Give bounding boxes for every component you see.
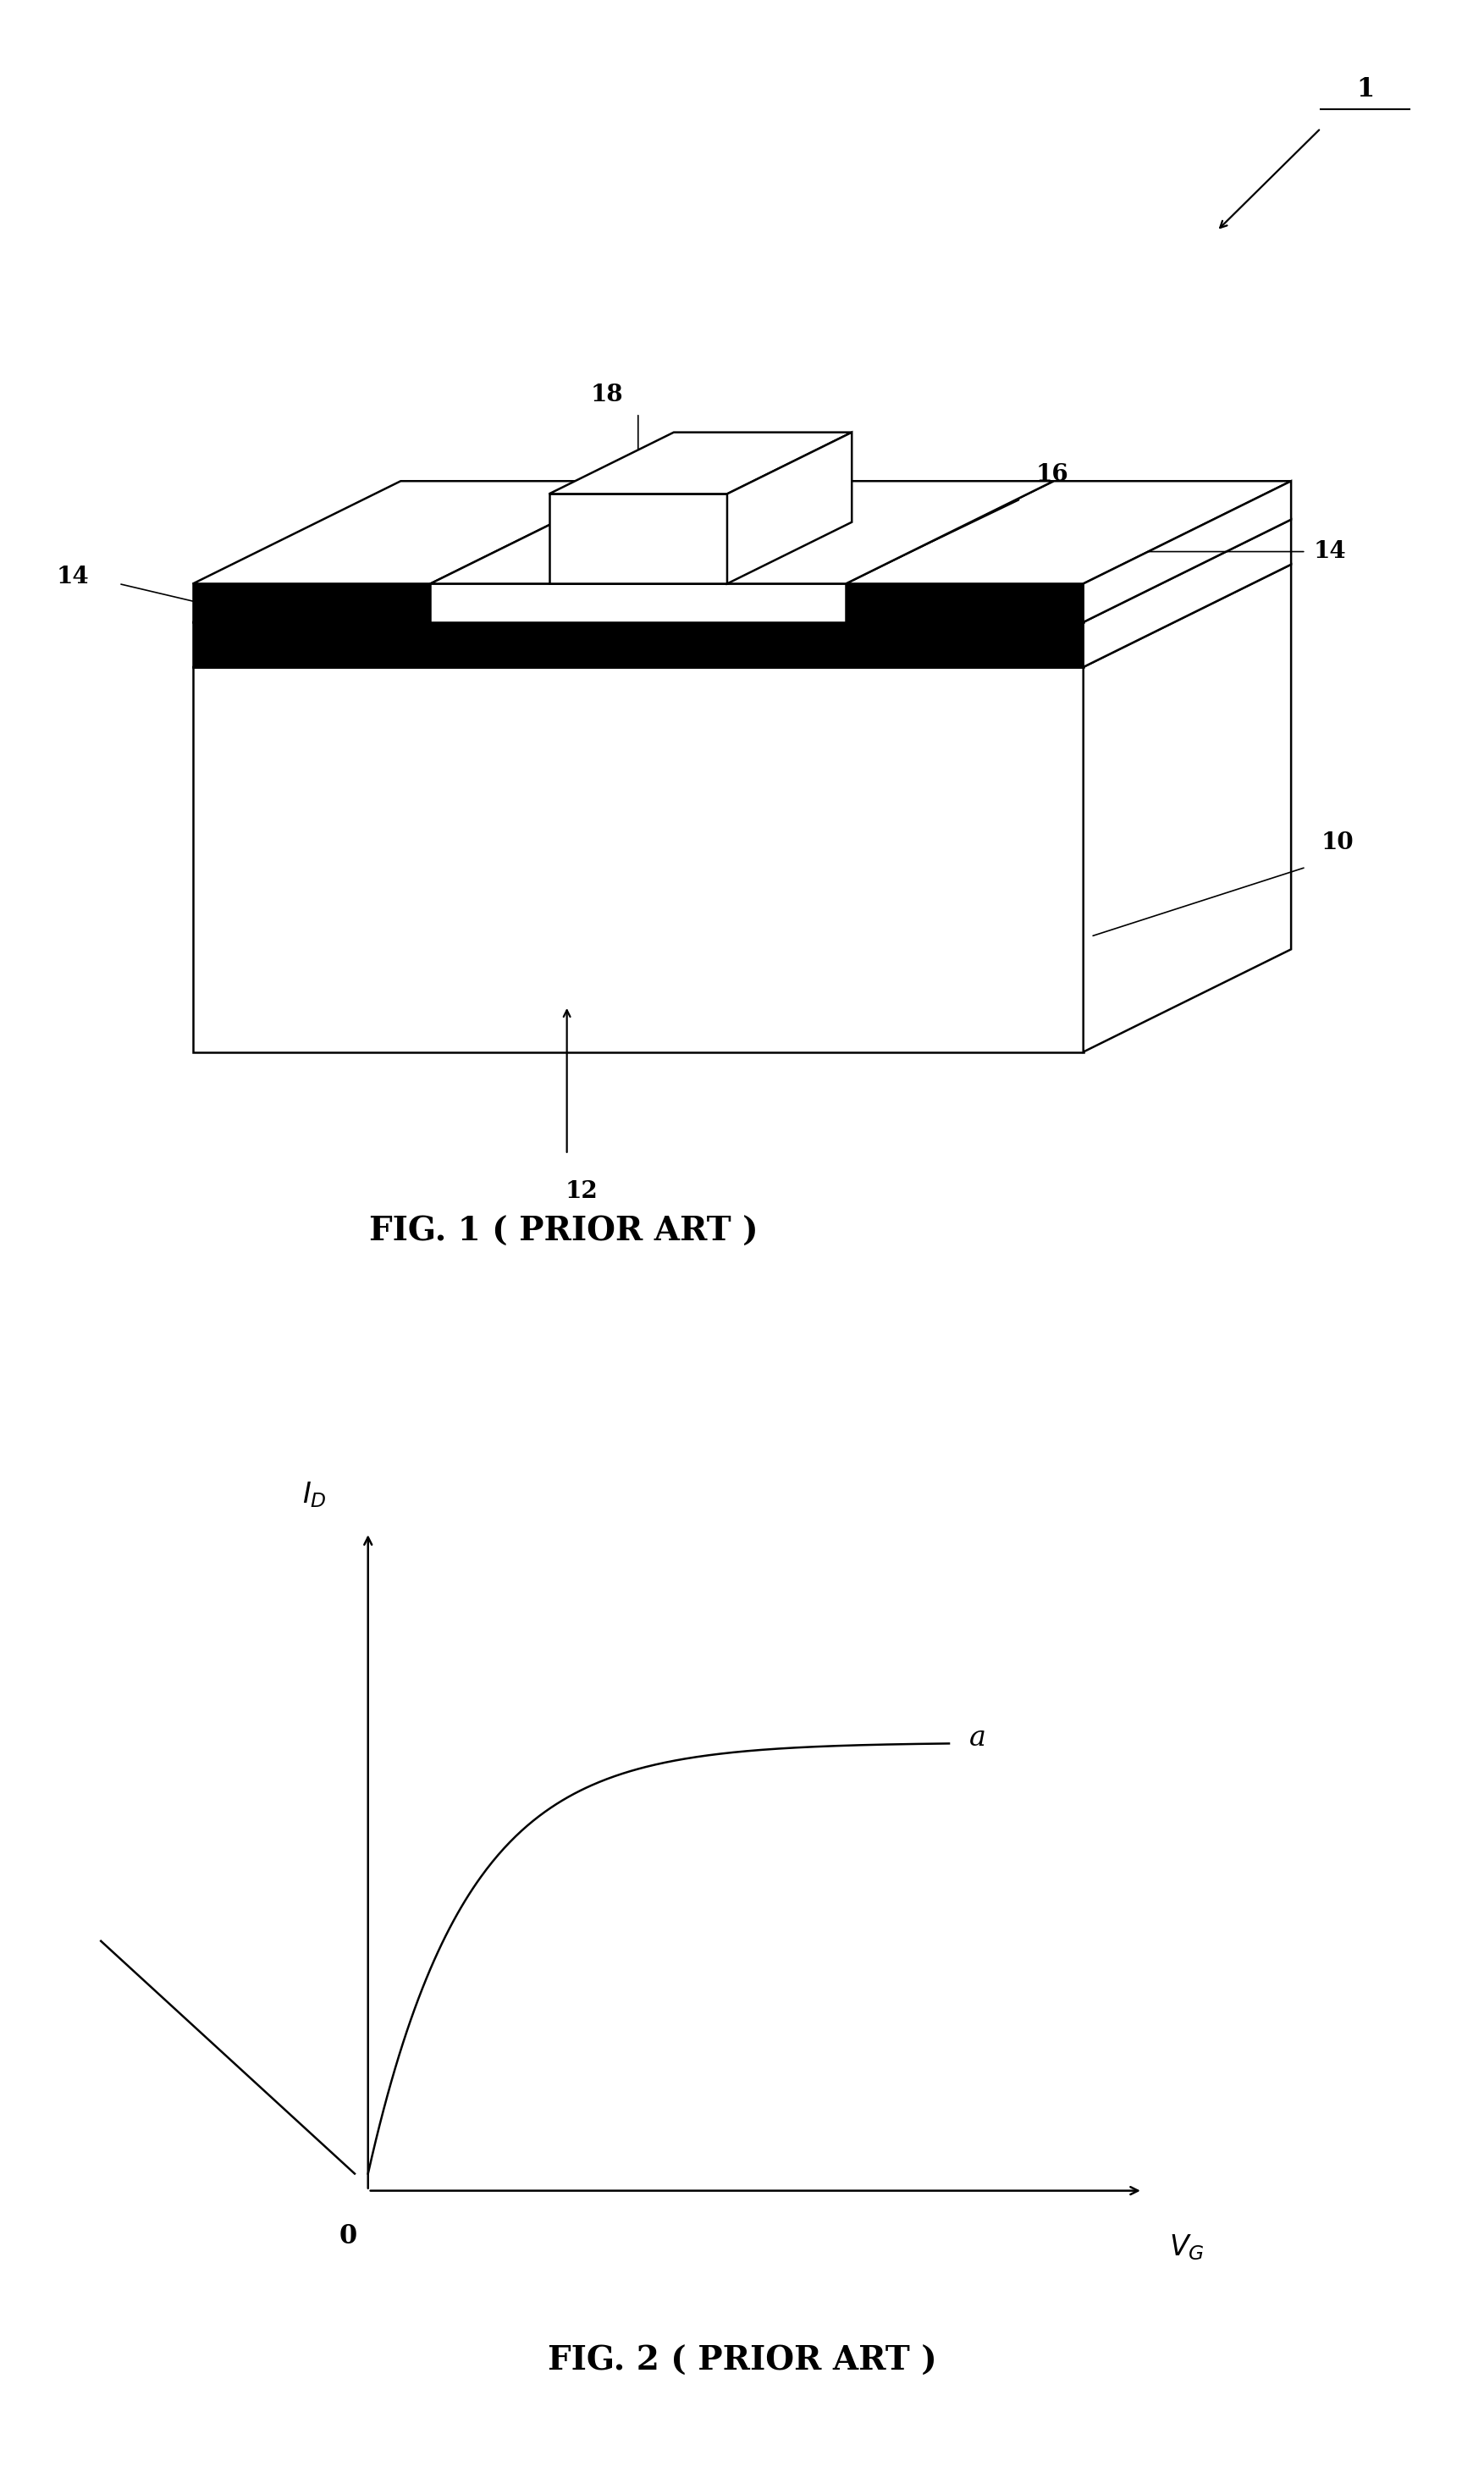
Polygon shape	[727, 432, 852, 585]
Text: $I_D$: $I_D$	[303, 1480, 326, 1510]
Polygon shape	[549, 493, 727, 585]
Polygon shape	[193, 481, 638, 585]
Text: 10: 10	[1321, 831, 1353, 854]
Polygon shape	[193, 622, 1083, 666]
Polygon shape	[193, 666, 1083, 1051]
Polygon shape	[1083, 521, 1291, 666]
Text: 12: 12	[565, 1179, 598, 1204]
Polygon shape	[193, 521, 1291, 622]
Polygon shape	[430, 585, 846, 622]
Text: 1: 1	[1356, 76, 1374, 104]
Text: 0: 0	[338, 2223, 358, 2250]
Text: FIG. 1 ( PRIOR ART ): FIG. 1 ( PRIOR ART )	[370, 1216, 758, 1248]
Polygon shape	[1083, 481, 1291, 622]
Polygon shape	[846, 481, 1291, 585]
Polygon shape	[193, 585, 430, 622]
Text: 18: 18	[591, 385, 623, 407]
Polygon shape	[430, 481, 1054, 585]
Text: 16: 16	[1036, 464, 1068, 486]
Text: $V_G$: $V_G$	[1169, 2233, 1205, 2262]
Polygon shape	[549, 432, 852, 493]
Text: 14: 14	[56, 565, 89, 590]
Text: a: a	[969, 1724, 985, 1752]
Text: 14: 14	[1313, 540, 1346, 562]
Polygon shape	[846, 585, 1083, 622]
Polygon shape	[193, 565, 1291, 666]
Text: FIG. 2 ( PRIOR ART ): FIG. 2 ( PRIOR ART )	[548, 2344, 936, 2378]
Polygon shape	[1083, 565, 1291, 1051]
